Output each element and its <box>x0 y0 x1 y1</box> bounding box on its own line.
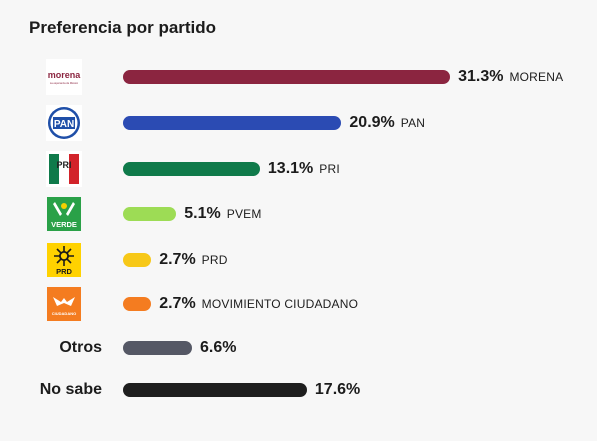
bar-morena <box>123 70 451 84</box>
bar-row-pan: PAN 20.9% PAN <box>0 105 597 141</box>
percent-otros: 6.6% <box>199 339 237 356</box>
party-name-pvem: PVEM <box>226 207 262 221</box>
party-name-pri: PRI <box>319 162 340 176</box>
bar-pri <box>123 162 260 176</box>
percent-no-sabe: 17.6% <box>314 381 361 398</box>
bar-row-otros: Otros 6.6% <box>0 330 597 366</box>
value-label-no-sabe: 17.6% <box>315 372 360 408</box>
pri-logo-icon: PRI <box>46 151 82 187</box>
value-label-pvem: 5.1% PVEM <box>184 196 261 232</box>
value-label-prd: 2.7% PRD <box>159 242 227 278</box>
prd-logo-icon: PRD <box>46 242 82 278</box>
value-label-morena: 31.3% MORENA <box>458 59 563 95</box>
bar-row-movimiento-ciudadano: CIUDADANO 2.7% MOVIMIENTO CIUDADANO <box>0 286 597 322</box>
value-label-movimiento-ciudadano: 2.7% MOVIMIENTO CIUDADANO <box>159 286 358 322</box>
chart-title: Preferencia por partido <box>29 18 217 37</box>
bar-prd <box>123 253 152 267</box>
movimiento-ciudadano-logo-icon: CIUDADANO <box>46 286 82 322</box>
percent-morena: 31.3% <box>458 68 504 85</box>
pan-logo-icon: PAN <box>46 105 82 141</box>
bar-row-no-sabe: No sabe 17.6% <box>0 372 597 408</box>
bar-row-pvem: VERDE 5.1% PVEM <box>0 196 597 232</box>
value-label-pan: 20.9% PAN <box>349 105 425 141</box>
svg-text:PRD: PRD <box>56 267 72 276</box>
bar-otros <box>123 341 192 355</box>
bar-pvem <box>123 207 177 221</box>
percent-pri: 13.1% <box>267 160 314 177</box>
bar-pan <box>123 116 342 130</box>
party-name-pan: PAN <box>400 116 426 130</box>
percent-prd: 2.7% <box>159 251 196 268</box>
category-label-otros: Otros <box>59 339 102 356</box>
bar-movimiento-ciudadano <box>123 297 152 311</box>
bar-row-pri: PRI 13.1% PRI <box>0 151 597 187</box>
bar-row-morena: morena La esperanza de México 31.3% MOREN… <box>0 59 597 95</box>
party-name-prd: PRD <box>201 253 228 267</box>
value-label-otros: 6.6% <box>200 330 236 366</box>
category-label-no-sabe: No sabe <box>39 381 102 398</box>
svg-text:CIUDADANO: CIUDADANO <box>52 311 76 316</box>
bar-row-prd: PRD 2.7% PRD <box>0 242 597 278</box>
percent-movimiento-ciudadano: 2.7% <box>159 295 196 312</box>
pvem-logo-icon: VERDE <box>46 196 82 232</box>
percent-pvem: 5.1% <box>184 205 221 222</box>
svg-text:VERDE: VERDE <box>51 220 77 229</box>
bar-no-sabe <box>123 383 307 397</box>
party-name-morena: MORENA <box>509 70 564 84</box>
svg-text:PRI: PRI <box>56 160 71 170</box>
morena-logo-icon: morena La esperanza de México <box>46 59 82 95</box>
value-label-pri: 13.1% PRI <box>268 151 340 187</box>
percent-pan: 20.9% <box>349 114 395 131</box>
svg-text:La esperanza de México: La esperanza de México <box>50 81 79 85</box>
svg-text:morena: morena <box>48 70 82 80</box>
svg-text:PAN: PAN <box>54 119 74 130</box>
party-name-movimiento-ciudadano: MOVIMIENTO CIUDADANO <box>201 297 359 311</box>
